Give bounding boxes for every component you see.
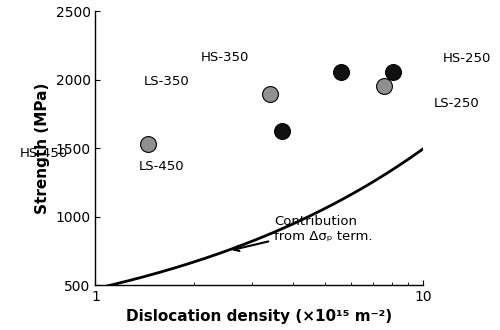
Text: HS-250: HS-250 — [442, 52, 491, 65]
Text: LS-250: LS-250 — [434, 97, 480, 110]
Text: LS-350: LS-350 — [144, 76, 189, 88]
Text: LS-450: LS-450 — [138, 160, 184, 173]
Text: HS-450: HS-450 — [20, 148, 68, 160]
Text: HS-350: HS-350 — [201, 51, 250, 64]
Text: Contribution
from Δσₚ term.: Contribution from Δσₚ term. — [234, 214, 372, 251]
X-axis label: Dislocation density (×10¹⁵ m⁻²): Dislocation density (×10¹⁵ m⁻²) — [126, 310, 392, 324]
Point — [278, 128, 286, 134]
Point — [266, 91, 274, 97]
Point — [337, 69, 345, 75]
Point — [390, 69, 398, 75]
Y-axis label: Strength (MPa): Strength (MPa) — [35, 82, 50, 214]
Point — [144, 141, 152, 147]
Point — [380, 83, 388, 88]
